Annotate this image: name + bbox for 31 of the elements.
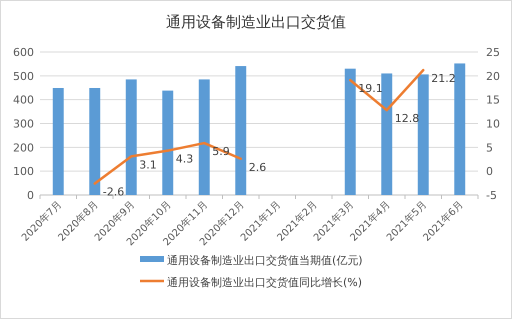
y-tick-label: 300: [13, 118, 34, 130]
bar: [126, 79, 137, 195]
bar: [454, 63, 466, 195]
bar: [52, 88, 64, 195]
bar: [381, 73, 392, 195]
chart-title: 通用设备制造业出口交货值: [166, 13, 346, 31]
y2-tick-label: 0: [486, 165, 493, 178]
data-label: 2.6: [248, 160, 266, 174]
y-tick-label: 100: [13, 165, 34, 178]
legend-label: 通用设备制造业出口交货值当期值(亿元): [167, 254, 363, 267]
y2-tick-label: 25: [486, 46, 500, 59]
data-label: -2.6: [102, 186, 124, 199]
y2-tick-label: 15: [486, 94, 500, 107]
y-tick-label: 400: [13, 94, 34, 107]
bar: [418, 74, 429, 195]
data-label: 4.3: [176, 152, 194, 166]
data-label: 3.1: [139, 158, 157, 172]
bar: [162, 90, 174, 195]
y-tick-label: 200: [13, 141, 34, 154]
legend-label: 通用设备制造业出口交货值同比增长(%): [167, 276, 362, 289]
bar: [198, 79, 210, 195]
y-tick-label: 600: [13, 46, 34, 59]
y-tick-label: 0: [27, 189, 34, 202]
y2-tick-label: -5: [486, 189, 497, 202]
bar: [235, 66, 246, 195]
y2-tick-label: 5: [486, 141, 493, 154]
y2-tick-label: 10: [486, 118, 500, 130]
y2-tick-label: 20: [486, 70, 500, 83]
bar: [344, 68, 356, 195]
bar: [89, 88, 100, 195]
y-tick-label: 500: [13, 70, 34, 83]
